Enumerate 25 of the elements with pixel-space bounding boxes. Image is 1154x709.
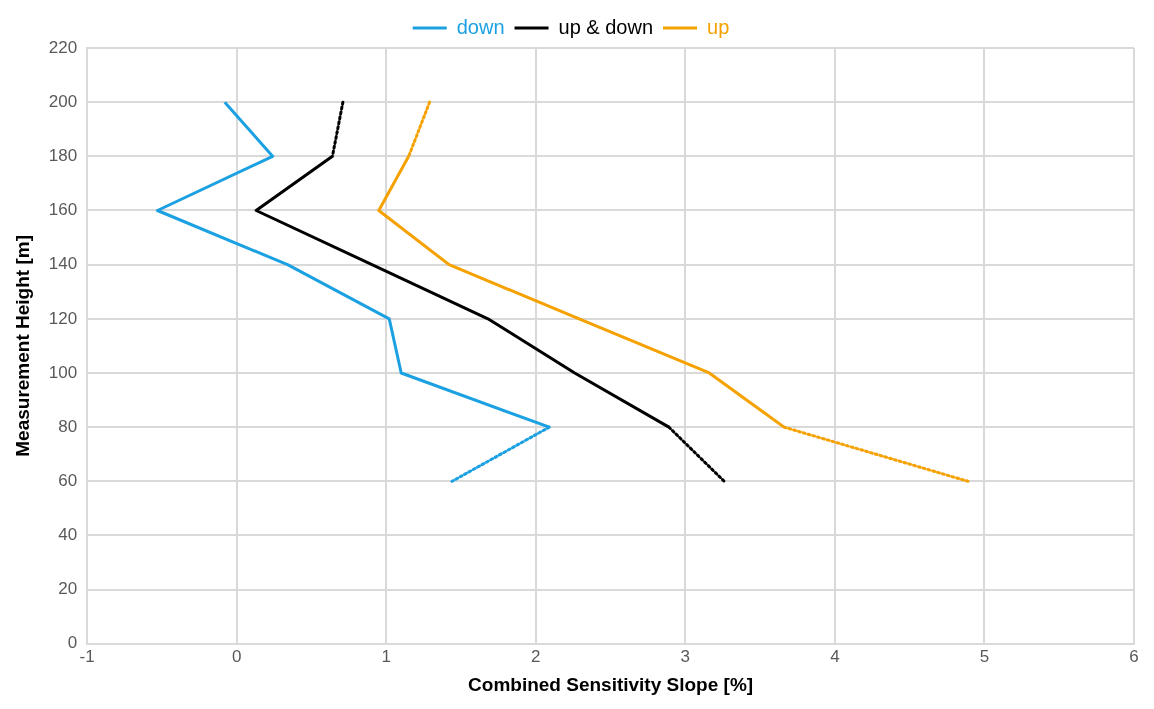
- x-tick-label: 1: [381, 646, 391, 666]
- y-tick-label: 60: [58, 471, 78, 490]
- legend-label: up: [707, 15, 730, 38]
- y-tick-label: 200: [48, 91, 78, 111]
- y-tick-label: 20: [58, 579, 78, 599]
- x-tick-label: 4: [830, 646, 840, 666]
- x-tick-label: 3: [680, 646, 691, 666]
- y-tick-label: 120: [48, 308, 78, 328]
- y-tick-label: 220: [48, 37, 78, 57]
- y-tick-label: 180: [48, 146, 78, 166]
- legend-label: up & down: [558, 15, 654, 38]
- x-tick-label: 5: [979, 646, 990, 666]
- x-axis-title: Combined Sensitivity Slope [%]: [468, 673, 754, 695]
- y-tick-label: 100: [48, 362, 78, 382]
- y-axis-title: Measurement Height [m]: [11, 235, 33, 457]
- y-tick-label: 0: [67, 633, 78, 653]
- legend-label: down: [456, 15, 505, 38]
- x-tick-label: -1: [79, 646, 95, 666]
- x-tick-label: 6: [1129, 646, 1139, 666]
- x-tick-label: 2: [531, 646, 541, 666]
- y-tick-label: 40: [58, 525, 78, 545]
- x-tick-label: 0: [231, 646, 242, 666]
- y-tick-label: 160: [48, 200, 78, 220]
- y-tick-label: 140: [48, 254, 78, 274]
- y-tick-label: 80: [58, 416, 78, 436]
